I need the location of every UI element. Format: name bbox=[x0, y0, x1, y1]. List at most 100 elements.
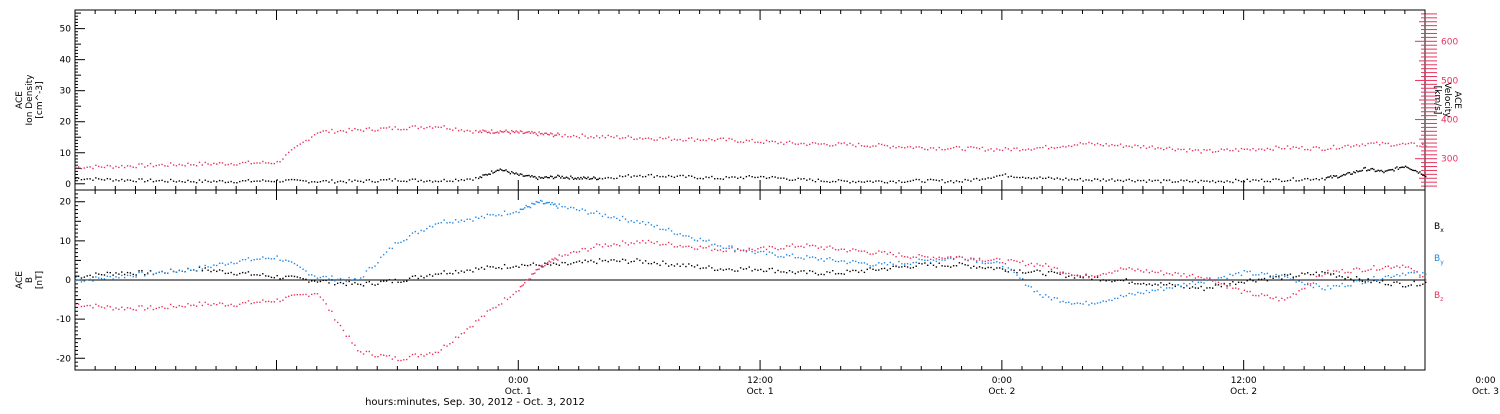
bx-point bbox=[437, 273, 440, 275]
density-point bbox=[711, 175, 713, 178]
bx-point bbox=[1341, 276, 1343, 278]
by-point bbox=[172, 270, 175, 273]
bx-point bbox=[1364, 281, 1366, 283]
by-point bbox=[797, 256, 799, 259]
bx-point bbox=[1401, 285, 1404, 288]
by-point bbox=[1027, 285, 1030, 287]
density-point bbox=[1177, 181, 1179, 183]
bx-point bbox=[978, 266, 981, 268]
density-point bbox=[469, 178, 471, 180]
density-point bbox=[365, 179, 368, 181]
by-point bbox=[1341, 282, 1343, 285]
density-point bbox=[1088, 179, 1090, 181]
velocity-point bbox=[829, 145, 831, 147]
density-point bbox=[564, 177, 566, 179]
density-point bbox=[580, 176, 582, 179]
velocity-point bbox=[302, 141, 304, 144]
density-point bbox=[1007, 176, 1010, 178]
density-point bbox=[673, 176, 676, 179]
velocity-point bbox=[1148, 146, 1151, 148]
bz-point bbox=[1004, 263, 1007, 265]
bx-point bbox=[95, 272, 97, 274]
density-point bbox=[293, 179, 296, 181]
velocity-point bbox=[1062, 145, 1064, 148]
density-point bbox=[1328, 176, 1330, 178]
bx-point bbox=[1105, 280, 1107, 282]
bx-point bbox=[1007, 271, 1010, 273]
bz-point bbox=[385, 355, 388, 357]
velocity-point bbox=[334, 132, 336, 134]
bx-point bbox=[377, 283, 379, 285]
velocity-point bbox=[342, 130, 345, 132]
density-point bbox=[1364, 166, 1366, 169]
by-point bbox=[866, 263, 868, 265]
bz-point bbox=[492, 307, 494, 309]
density-point bbox=[1361, 169, 1364, 172]
density-point bbox=[1045, 177, 1047, 180]
by-point bbox=[270, 258, 273, 260]
density-point bbox=[394, 178, 396, 180]
by-point bbox=[178, 269, 181, 272]
bz-point bbox=[1407, 266, 1410, 268]
bz-point bbox=[1154, 271, 1156, 274]
bz-point bbox=[1367, 269, 1369, 271]
bz-point bbox=[187, 303, 189, 305]
bz-point bbox=[236, 305, 238, 308]
by-point bbox=[1281, 274, 1283, 276]
by-point bbox=[1243, 269, 1246, 272]
velocity-point bbox=[132, 166, 134, 168]
velocity-point bbox=[1344, 145, 1346, 147]
velocity-point bbox=[339, 129, 342, 132]
velocity-point bbox=[359, 129, 362, 131]
density-point bbox=[575, 178, 578, 180]
velocity-point bbox=[371, 129, 373, 131]
density-point bbox=[1128, 178, 1130, 181]
velocity-point bbox=[129, 165, 132, 167]
by-point bbox=[627, 221, 630, 223]
velocity-point bbox=[426, 126, 428, 129]
bz-point bbox=[745, 249, 748, 252]
velocity-point bbox=[1088, 141, 1090, 144]
density-point bbox=[800, 178, 802, 180]
density-point bbox=[1168, 179, 1171, 181]
bz-point bbox=[434, 351, 437, 354]
by-point bbox=[1278, 277, 1280, 279]
bz-point bbox=[213, 302, 215, 305]
by-point bbox=[135, 276, 137, 278]
bx-point bbox=[1220, 285, 1223, 288]
by-point bbox=[423, 230, 425, 232]
bx-point bbox=[857, 271, 860, 273]
bz-point bbox=[843, 248, 845, 251]
bx-point bbox=[970, 267, 972, 269]
bz-point bbox=[633, 242, 635, 245]
velocity-point bbox=[1200, 152, 1202, 154]
density-point bbox=[207, 180, 209, 183]
density-point bbox=[607, 176, 609, 179]
bz-point bbox=[1039, 264, 1041, 267]
by-point bbox=[106, 275, 109, 278]
density-axis-label-line: ACE bbox=[15, 91, 25, 109]
by-point bbox=[1119, 294, 1122, 297]
density-point bbox=[1360, 170, 1362, 172]
bz-point bbox=[175, 306, 178, 309]
density-point bbox=[1117, 179, 1119, 181]
bz-point bbox=[690, 246, 693, 249]
bx-point bbox=[1214, 284, 1217, 286]
density-point bbox=[1373, 168, 1375, 171]
velocity-point bbox=[803, 142, 805, 145]
by-point bbox=[541, 200, 543, 202]
bz-point bbox=[987, 259, 989, 262]
density-point bbox=[1016, 176, 1018, 179]
velocity-point bbox=[193, 164, 195, 166]
bz-point bbox=[783, 248, 785, 250]
bz-point bbox=[1188, 274, 1191, 277]
bz-point bbox=[98, 305, 100, 307]
density-point bbox=[1378, 170, 1381, 172]
bz-point bbox=[676, 246, 678, 248]
density-point bbox=[305, 180, 307, 182]
bz-point bbox=[1001, 261, 1004, 264]
bx-point bbox=[1001, 268, 1004, 270]
bx-point bbox=[1059, 273, 1061, 275]
by-point bbox=[1174, 284, 1176, 286]
bx-point bbox=[354, 281, 356, 284]
